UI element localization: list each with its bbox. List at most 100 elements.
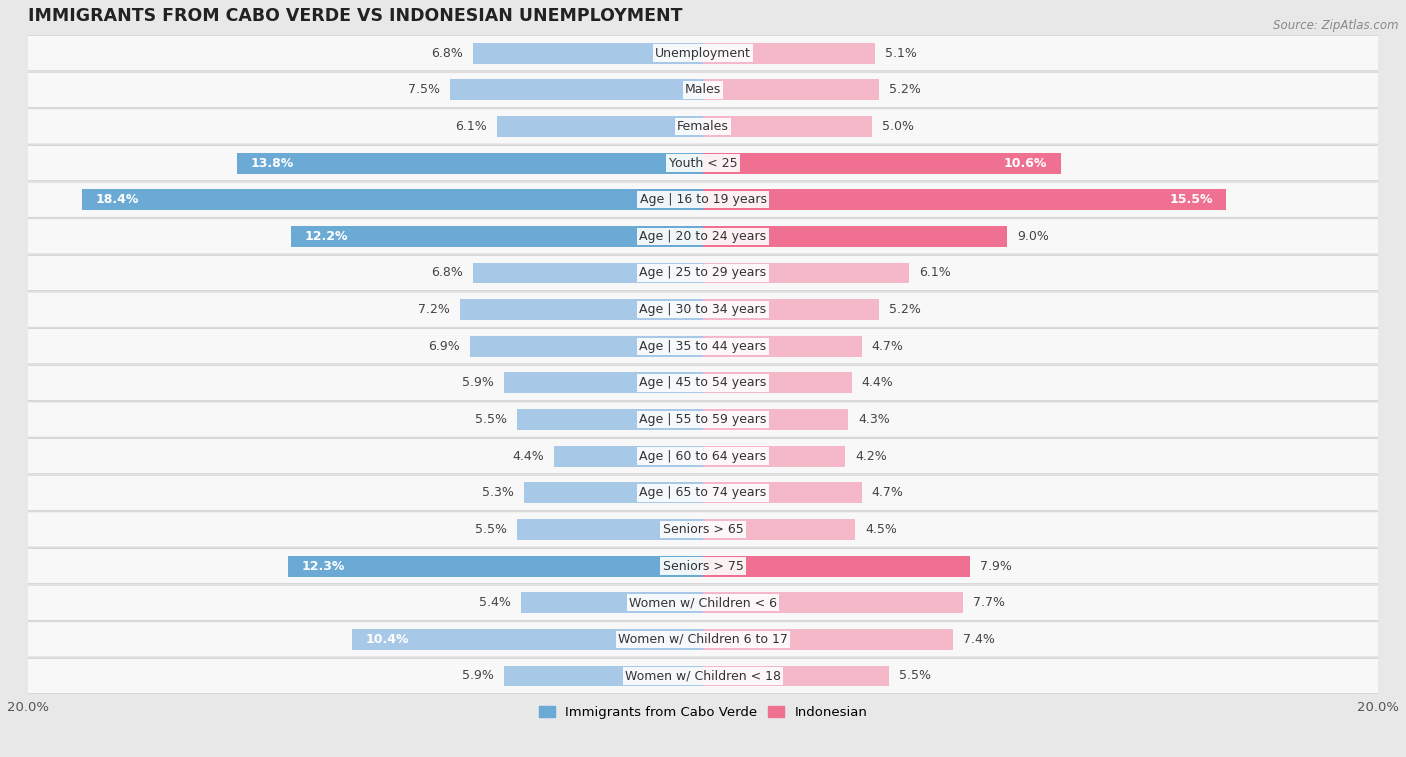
Text: 5.2%: 5.2%	[889, 83, 921, 96]
FancyBboxPatch shape	[27, 292, 1379, 327]
FancyBboxPatch shape	[27, 182, 1379, 217]
Text: Age | 35 to 44 years: Age | 35 to 44 years	[640, 340, 766, 353]
Bar	[450, 79, 703, 100]
FancyBboxPatch shape	[27, 145, 1379, 181]
Text: 5.1%: 5.1%	[886, 47, 917, 60]
Bar	[703, 482, 862, 503]
FancyBboxPatch shape	[27, 109, 1379, 144]
Bar	[238, 153, 703, 173]
Text: Unemployment: Unemployment	[655, 47, 751, 60]
Text: Age | 55 to 59 years: Age | 55 to 59 years	[640, 413, 766, 426]
Text: 4.7%: 4.7%	[872, 486, 904, 500]
Bar	[288, 556, 703, 577]
Text: Women w/ Children 6 to 17: Women w/ Children 6 to 17	[619, 633, 787, 646]
Bar	[554, 446, 703, 466]
Text: 7.2%: 7.2%	[418, 303, 450, 316]
FancyBboxPatch shape	[27, 585, 1379, 620]
FancyBboxPatch shape	[27, 72, 1379, 107]
Text: Age | 20 to 24 years: Age | 20 to 24 years	[640, 230, 766, 243]
Text: Age | 45 to 54 years: Age | 45 to 54 years	[640, 376, 766, 389]
Text: 5.5%: 5.5%	[898, 669, 931, 683]
FancyBboxPatch shape	[27, 329, 1379, 364]
Text: 6.8%: 6.8%	[432, 47, 464, 60]
Text: Seniors > 75: Seniors > 75	[662, 559, 744, 572]
Text: IMMIGRANTS FROM CABO VERDE VS INDONESIAN UNEMPLOYMENT: IMMIGRANTS FROM CABO VERDE VS INDONESIAN…	[28, 7, 682, 25]
Bar	[498, 116, 703, 137]
Text: Source: ZipAtlas.com: Source: ZipAtlas.com	[1274, 19, 1399, 32]
Legend: Immigrants from Cabo Verde, Indonesian: Immigrants from Cabo Verde, Indonesian	[533, 700, 873, 724]
Text: 6.1%: 6.1%	[456, 120, 486, 133]
Bar	[703, 665, 889, 687]
Bar	[503, 372, 703, 394]
Bar	[503, 665, 703, 687]
Text: 10.6%: 10.6%	[1004, 157, 1047, 170]
Text: Women w/ Children < 18: Women w/ Children < 18	[626, 669, 780, 683]
FancyBboxPatch shape	[27, 219, 1379, 254]
FancyBboxPatch shape	[27, 549, 1379, 584]
Text: 9.0%: 9.0%	[1017, 230, 1049, 243]
Bar	[352, 629, 703, 650]
FancyBboxPatch shape	[27, 475, 1379, 510]
Text: 7.5%: 7.5%	[408, 83, 440, 96]
Text: 5.4%: 5.4%	[478, 597, 510, 609]
Text: 4.4%: 4.4%	[513, 450, 544, 463]
FancyBboxPatch shape	[27, 255, 1379, 291]
Text: 6.9%: 6.9%	[429, 340, 460, 353]
Text: 5.3%: 5.3%	[482, 486, 515, 500]
Text: Women w/ Children < 6: Women w/ Children < 6	[628, 597, 778, 609]
Text: 4.3%: 4.3%	[858, 413, 890, 426]
Text: 5.0%: 5.0%	[882, 120, 914, 133]
Bar	[474, 263, 703, 283]
Text: 10.4%: 10.4%	[366, 633, 409, 646]
Text: 5.9%: 5.9%	[461, 376, 494, 389]
Text: 4.5%: 4.5%	[865, 523, 897, 536]
Bar	[517, 409, 703, 430]
Text: 4.2%: 4.2%	[855, 450, 887, 463]
FancyBboxPatch shape	[27, 402, 1379, 437]
Text: 6.1%: 6.1%	[920, 266, 950, 279]
Text: Age | 30 to 34 years: Age | 30 to 34 years	[640, 303, 766, 316]
Bar	[703, 116, 872, 137]
Text: Youth < 25: Youth < 25	[669, 157, 737, 170]
Text: 18.4%: 18.4%	[96, 193, 139, 206]
FancyBboxPatch shape	[27, 36, 1379, 70]
Bar	[703, 79, 879, 100]
Text: 5.5%: 5.5%	[475, 413, 508, 426]
Bar	[517, 519, 703, 540]
Bar	[703, 153, 1060, 173]
Bar	[470, 336, 703, 357]
Bar	[703, 409, 848, 430]
Bar	[524, 482, 703, 503]
Bar	[703, 189, 1226, 210]
Text: 15.5%: 15.5%	[1170, 193, 1212, 206]
Text: 12.3%: 12.3%	[301, 559, 344, 572]
FancyBboxPatch shape	[27, 438, 1379, 474]
Bar	[291, 226, 703, 247]
Bar	[703, 446, 845, 466]
FancyBboxPatch shape	[27, 621, 1379, 657]
Bar	[703, 299, 879, 320]
Text: Females: Females	[678, 120, 728, 133]
Bar	[703, 42, 875, 64]
Bar	[474, 42, 703, 64]
Text: 5.9%: 5.9%	[461, 669, 494, 683]
Bar	[703, 226, 1007, 247]
Text: 4.4%: 4.4%	[862, 376, 893, 389]
Text: 13.8%: 13.8%	[250, 157, 294, 170]
Text: Age | 25 to 29 years: Age | 25 to 29 years	[640, 266, 766, 279]
Bar	[703, 519, 855, 540]
Text: 7.7%: 7.7%	[973, 597, 1005, 609]
Text: Age | 65 to 74 years: Age | 65 to 74 years	[640, 486, 766, 500]
Text: 5.2%: 5.2%	[889, 303, 921, 316]
FancyBboxPatch shape	[27, 366, 1379, 400]
Bar	[703, 372, 852, 394]
Text: 6.8%: 6.8%	[432, 266, 464, 279]
Text: Age | 16 to 19 years: Age | 16 to 19 years	[640, 193, 766, 206]
Bar	[82, 189, 703, 210]
Text: 12.2%: 12.2%	[305, 230, 349, 243]
Text: Seniors > 65: Seniors > 65	[662, 523, 744, 536]
Text: Males: Males	[685, 83, 721, 96]
Text: Age | 60 to 64 years: Age | 60 to 64 years	[640, 450, 766, 463]
Text: 4.7%: 4.7%	[872, 340, 904, 353]
Text: 7.9%: 7.9%	[980, 559, 1012, 572]
